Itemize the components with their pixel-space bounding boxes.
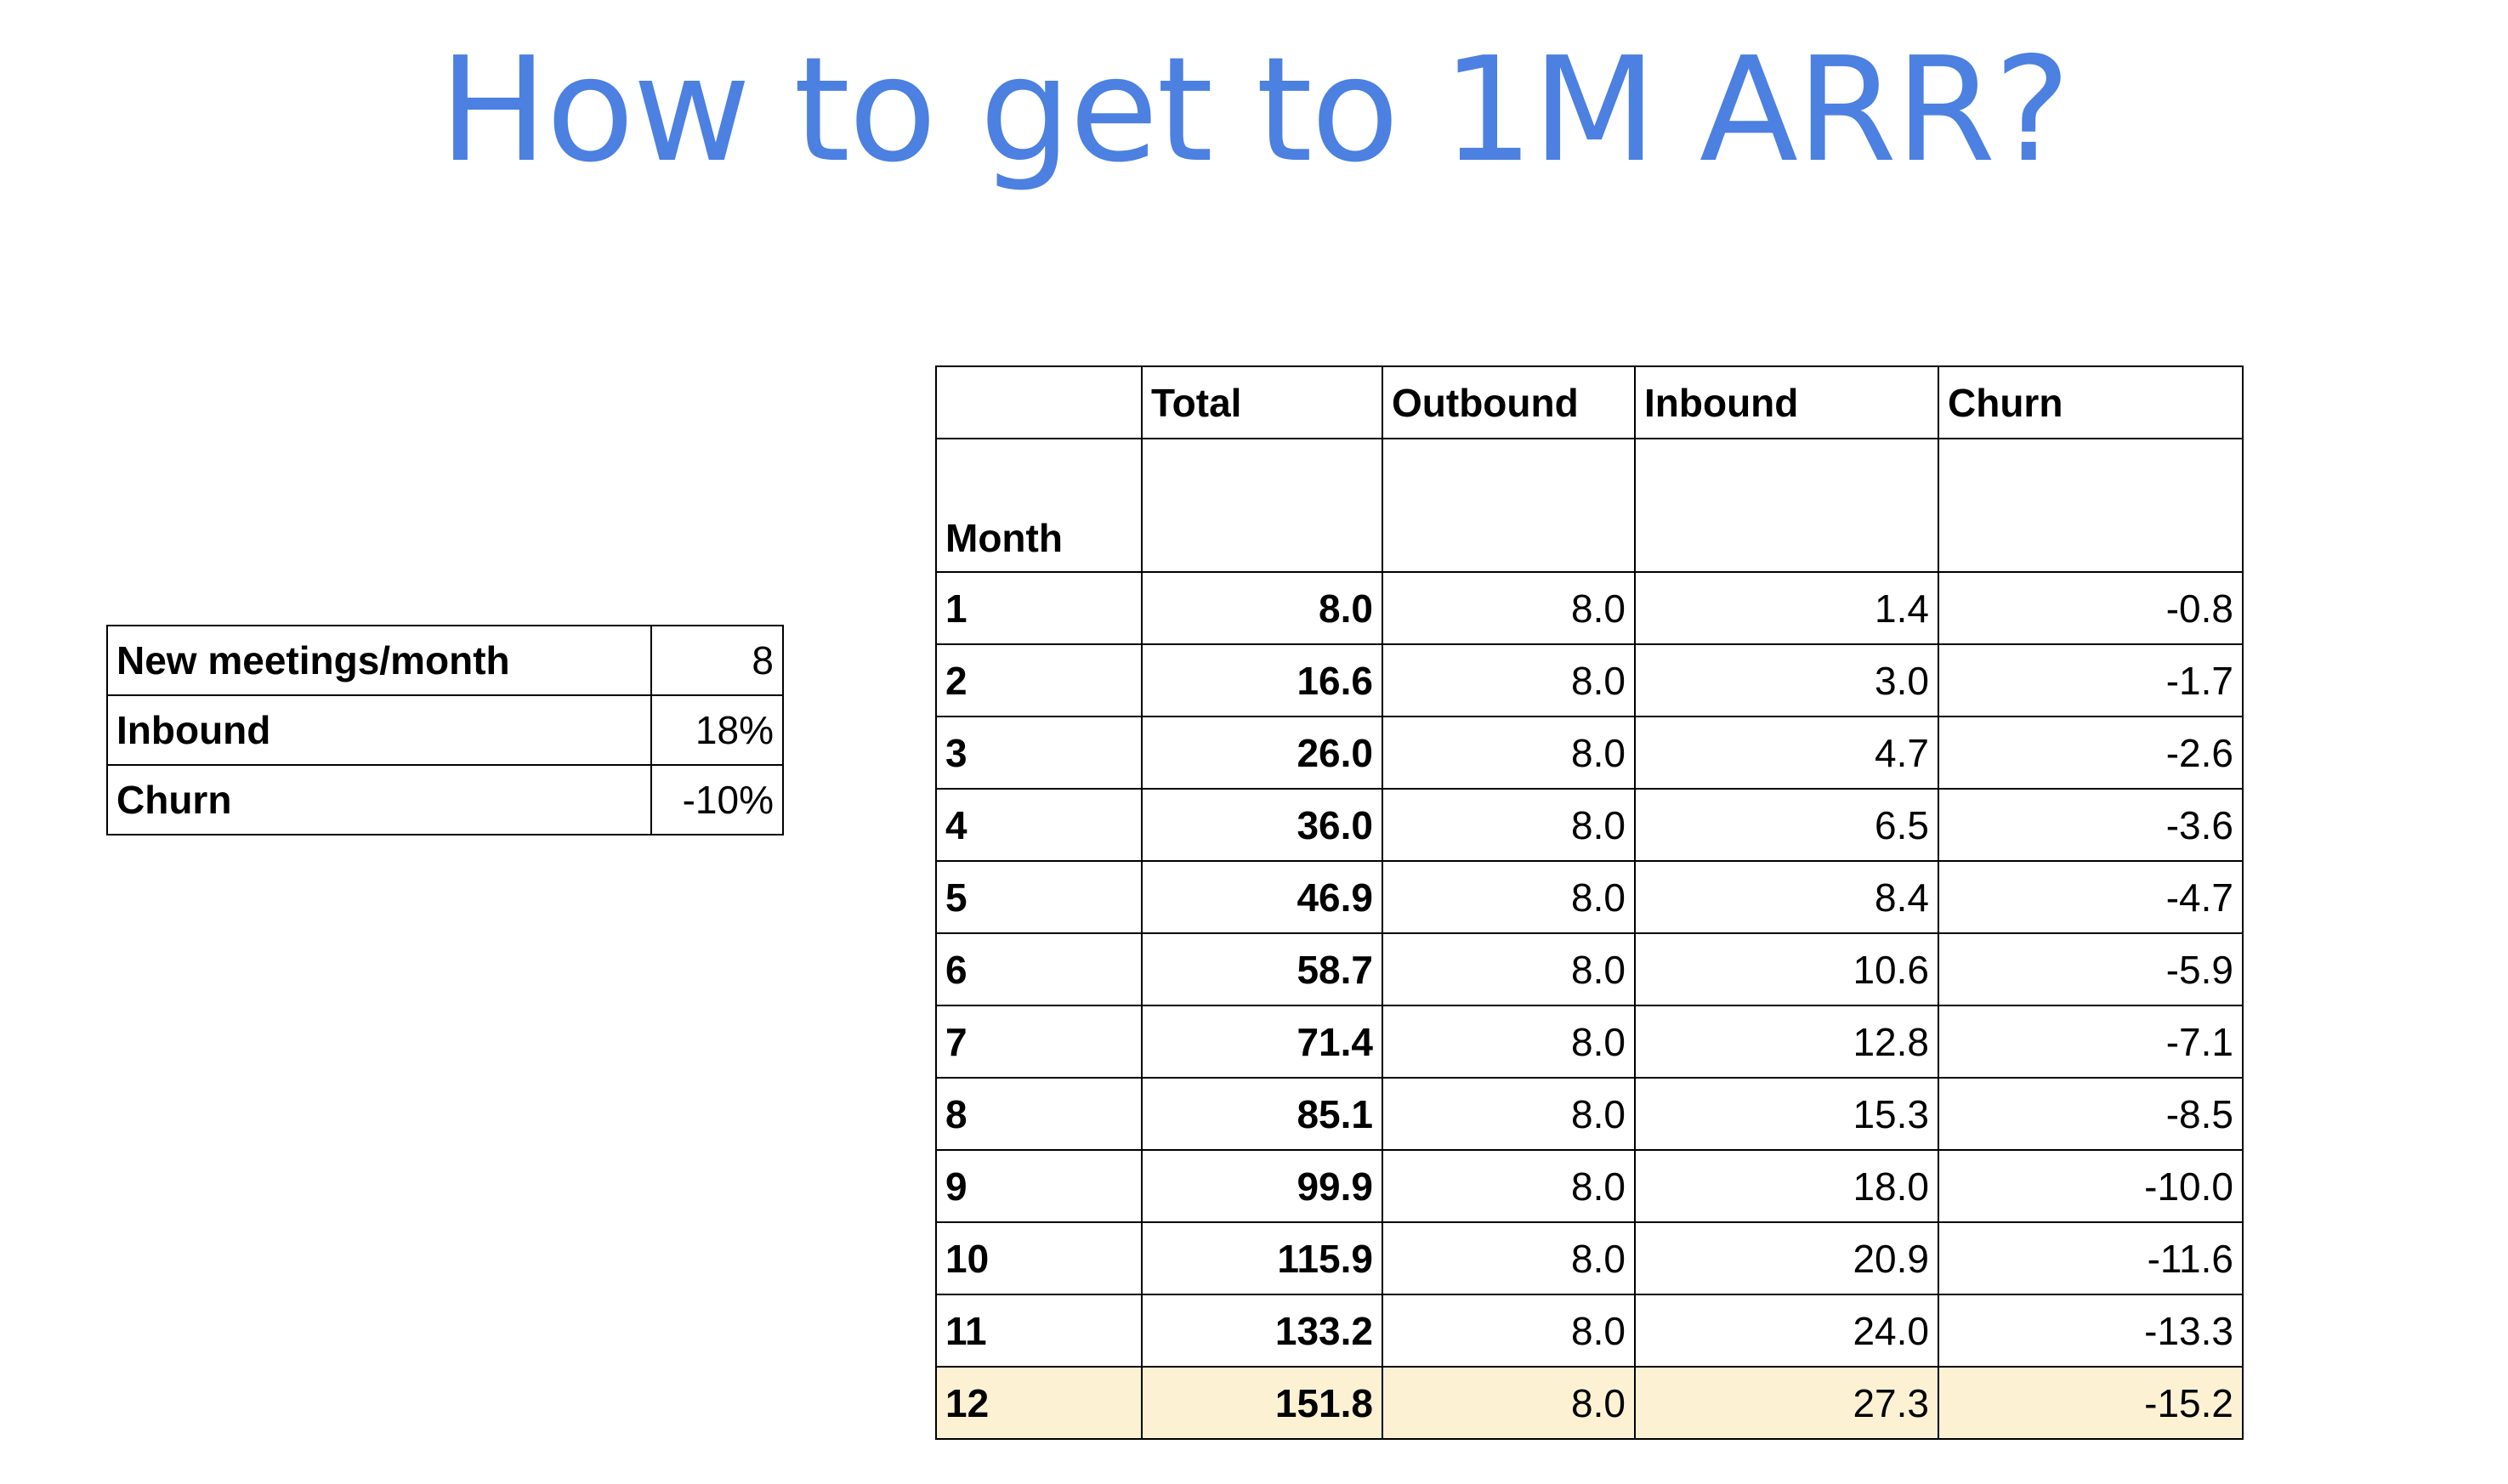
assumption-value: 8 xyxy=(650,625,784,696)
table-row: 5 46.9 8.0 8.4 -4.7 xyxy=(935,860,2244,934)
cell-inbound: 8.4 xyxy=(1634,860,1939,934)
cell-inbound: 27.3 xyxy=(1634,1366,1939,1440)
assumptions-table: New meetings/month 8 Inbound 18% Churn -… xyxy=(106,625,784,835)
cell-outbound: 8.0 xyxy=(1382,932,1636,1006)
cell-outbound: 8.0 xyxy=(1382,716,1636,790)
cell-month: 2 xyxy=(935,643,1143,717)
cell-outbound: 8.0 xyxy=(1382,571,1636,645)
assumption-label: New meetings/month xyxy=(106,625,652,696)
cell-churn: -4.7 xyxy=(1938,860,2244,934)
cell-churn: -2.6 xyxy=(1938,716,2244,790)
cell-inbound: 3.0 xyxy=(1634,643,1939,717)
cell-month: 1 xyxy=(935,571,1143,645)
cell-total: 36.0 xyxy=(1141,788,1383,862)
cell-total: 115.9 xyxy=(1141,1221,1383,1295)
table-row: 6 58.7 8.0 10.6 -5.9 xyxy=(935,932,2244,1006)
table-row: 1 8.0 8.0 1.4 -0.8 xyxy=(935,571,2244,645)
column-header xyxy=(935,365,1143,439)
cell-total: 26.0 xyxy=(1141,716,1383,790)
cell-churn: -8.5 xyxy=(1938,1077,2244,1151)
cell-total: 99.9 xyxy=(1141,1149,1383,1223)
cell-churn: -11.6 xyxy=(1938,1221,2244,1295)
cell-total: 58.7 xyxy=(1141,932,1383,1006)
cell-outbound: 8.0 xyxy=(1382,788,1636,862)
cell-inbound: 4.7 xyxy=(1634,716,1939,790)
cell-total: 46.9 xyxy=(1141,860,1383,934)
table-row-highlighted: 12 151.8 8.0 27.3 -15.2 xyxy=(935,1366,2244,1440)
column-header-churn: Churn xyxy=(1938,365,2244,439)
table-row: 11 133.2 8.0 24.0 -13.3 xyxy=(935,1294,2244,1368)
table-row: 3 26.0 8.0 4.7 -2.6 xyxy=(935,716,2244,790)
cell-outbound: 8.0 xyxy=(1382,643,1636,717)
cell-outbound: 8.0 xyxy=(1382,1366,1636,1440)
cell-month: 4 xyxy=(935,788,1143,862)
assumption-row: Inbound 18% xyxy=(106,694,784,766)
row-header-month: Month xyxy=(935,438,1143,573)
cell-month: 9 xyxy=(935,1149,1143,1223)
empty-cell xyxy=(1382,438,1636,573)
cell-month: 3 xyxy=(935,716,1143,790)
cell-inbound: 6.5 xyxy=(1634,788,1939,862)
column-header-inbound: Inbound xyxy=(1634,365,1939,439)
cell-total: 85.1 xyxy=(1141,1077,1383,1151)
cell-month: 10 xyxy=(935,1221,1143,1295)
cell-total: 16.6 xyxy=(1141,643,1383,717)
cell-churn: -5.9 xyxy=(1938,932,2244,1006)
cell-churn: -7.1 xyxy=(1938,1005,2244,1079)
table-header-row: Total Outbound Inbound Churn xyxy=(935,365,2244,439)
cell-month: 8 xyxy=(935,1077,1143,1151)
cell-month: 11 xyxy=(935,1294,1143,1368)
cell-churn: -1.7 xyxy=(1938,643,2244,717)
cell-inbound: 24.0 xyxy=(1634,1294,1939,1368)
cell-outbound: 8.0 xyxy=(1382,860,1636,934)
cell-churn: -13.3 xyxy=(1938,1294,2244,1368)
assumption-label: Churn xyxy=(106,764,652,835)
assumption-label: Inbound xyxy=(106,694,652,766)
empty-cell xyxy=(1938,438,2244,573)
cell-outbound: 8.0 xyxy=(1382,1149,1636,1223)
cell-month: 7 xyxy=(935,1005,1143,1079)
cell-inbound: 12.8 xyxy=(1634,1005,1939,1079)
cell-outbound: 8.0 xyxy=(1382,1294,1636,1368)
table-row: 7 71.4 8.0 12.8 -7.1 xyxy=(935,1005,2244,1079)
cell-month: 5 xyxy=(935,860,1143,934)
assumption-value: 18% xyxy=(650,694,784,766)
cell-inbound: 15.3 xyxy=(1634,1077,1939,1151)
cell-inbound: 10.6 xyxy=(1634,932,1939,1006)
cell-inbound: 1.4 xyxy=(1634,571,1939,645)
cell-total: 151.8 xyxy=(1141,1366,1383,1440)
table-row: 10 115.9 8.0 20.9 -11.6 xyxy=(935,1221,2244,1295)
page-title: How to get to 1M ARR? xyxy=(439,26,2070,195)
table-subheader-row: Month xyxy=(935,438,2244,573)
cell-churn: -15.2 xyxy=(1938,1366,2244,1440)
cell-month: 12 xyxy=(935,1366,1143,1440)
table-row: 8 85.1 8.0 15.3 -8.5 xyxy=(935,1077,2244,1151)
cell-outbound: 8.0 xyxy=(1382,1221,1636,1295)
cell-churn: -10.0 xyxy=(1938,1149,2244,1223)
table-row: 9 99.9 8.0 18.0 -10.0 xyxy=(935,1149,2244,1223)
cell-churn: -3.6 xyxy=(1938,788,2244,862)
table-row: 4 36.0 8.0 6.5 -3.6 xyxy=(935,788,2244,862)
cell-churn: -0.8 xyxy=(1938,571,2244,645)
cell-inbound: 20.9 xyxy=(1634,1221,1939,1295)
projection-table: Total Outbound Inbound Churn Month 1 8.0 8… xyxy=(935,365,2244,1440)
cell-outbound: 8.0 xyxy=(1382,1005,1636,1079)
assumption-value: -10% xyxy=(650,764,784,835)
column-header-total: Total xyxy=(1141,365,1383,439)
cell-total: 71.4 xyxy=(1141,1005,1383,1079)
table-row: 2 16.6 8.0 3.0 -1.7 xyxy=(935,643,2244,717)
assumption-row: New meetings/month 8 xyxy=(106,625,784,696)
empty-cell xyxy=(1141,438,1383,573)
cell-total: 8.0 xyxy=(1141,571,1383,645)
empty-cell xyxy=(1634,438,1939,573)
cell-month: 6 xyxy=(935,932,1143,1006)
column-header-outbound: Outbound xyxy=(1382,365,1636,439)
cell-outbound: 8.0 xyxy=(1382,1077,1636,1151)
cell-inbound: 18.0 xyxy=(1634,1149,1939,1223)
assumption-row: Churn -10% xyxy=(106,764,784,835)
cell-total: 133.2 xyxy=(1141,1294,1383,1368)
